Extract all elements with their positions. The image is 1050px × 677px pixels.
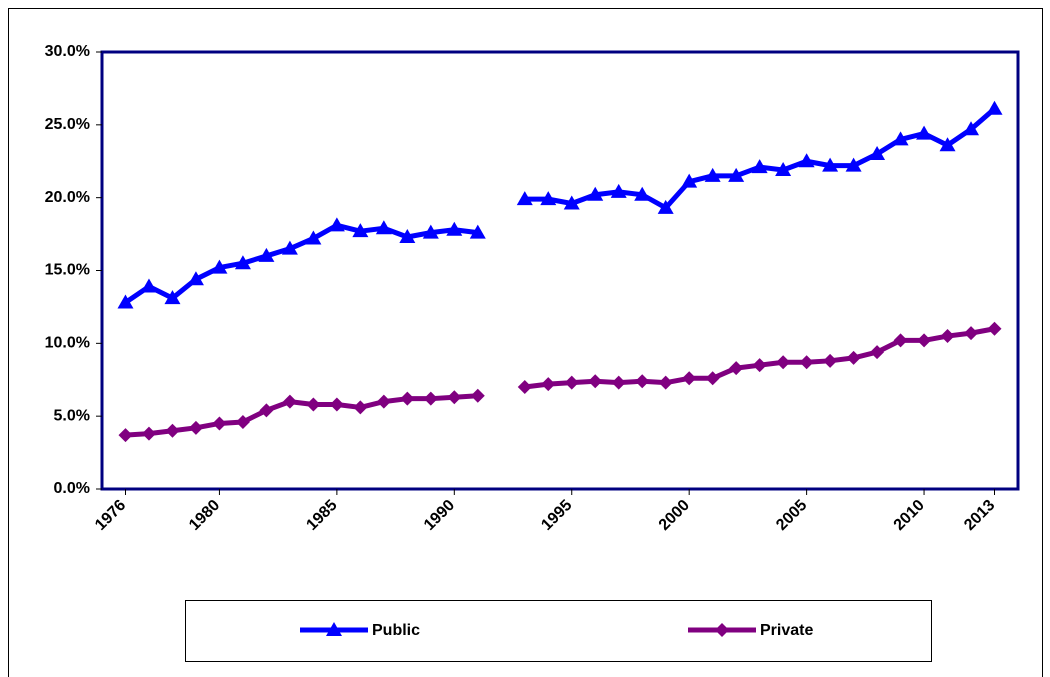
data-point [705,371,720,386]
data-point [939,137,956,152]
data-point [845,157,862,172]
data-point [281,240,298,255]
data-point [541,377,556,392]
data-point [822,157,839,172]
data-point [776,355,791,370]
legend-marker [326,622,342,636]
data-point [305,230,322,245]
data-point [681,173,698,188]
data-point [282,394,297,409]
data-point [165,423,180,438]
y-tick-label: 5.0% [54,407,90,424]
data-point [728,167,745,182]
data-point [422,224,439,239]
data-point [564,375,579,390]
legend-label: Public [372,622,420,639]
data-point [775,161,792,176]
data-point [682,371,697,386]
data-point [964,326,979,341]
data-point [987,321,1002,336]
data-point [187,271,204,286]
data-point [963,121,980,136]
data-point [447,390,462,405]
data-point [635,374,650,389]
data-point [235,414,250,429]
data-point [610,183,627,198]
data-point [164,290,181,305]
data-point [118,428,133,443]
y-tick-label: 20.0% [45,189,90,206]
data-point [798,153,815,168]
data-point [704,167,721,182]
data-point [141,426,156,441]
data-point [400,391,415,406]
data-point [258,247,275,262]
data-point [917,333,932,348]
data-point [470,388,485,403]
data-point [657,199,674,214]
data-point [399,228,416,243]
data-point [751,159,768,174]
legend-label: Private [760,622,813,639]
data-point [869,145,886,160]
data-point [611,375,626,390]
data-point [799,355,814,370]
data-point [846,350,861,365]
data-point [940,329,955,344]
data-point [517,380,532,395]
data-point [892,131,909,146]
data-point [823,353,838,368]
data-point [446,221,463,236]
data-point [234,255,251,270]
data-point [306,397,321,412]
data-point [140,278,157,293]
data-point [588,374,603,389]
y-tick-label: 0.0% [54,480,90,497]
data-point [893,333,908,348]
data-point [329,397,344,412]
data-point [352,223,369,238]
data-point [986,100,1003,115]
data-point [211,259,228,274]
data-point [212,416,227,431]
data-point [729,361,744,376]
legend-marker [715,623,729,637]
data-point [353,400,368,415]
data-point [563,195,580,210]
data-point [516,191,533,206]
data-point [752,358,767,373]
data-point [423,391,438,406]
data-point [376,394,391,409]
data-point [587,186,604,201]
y-tick-label: 10.0% [45,335,90,352]
data-point [469,224,486,239]
y-tick-label: 25.0% [45,116,90,133]
data-point [117,294,134,309]
data-point [658,375,673,390]
data-point [870,345,885,360]
data-point [540,191,557,206]
data-point [259,403,274,418]
data-point [188,420,203,435]
legend-box [185,600,932,662]
y-tick-label: 30.0% [45,43,90,60]
data-point [328,217,345,232]
data-point [916,125,933,140]
y-tick-label: 15.0% [45,262,90,279]
data-point [634,186,651,201]
data-point [375,220,392,235]
